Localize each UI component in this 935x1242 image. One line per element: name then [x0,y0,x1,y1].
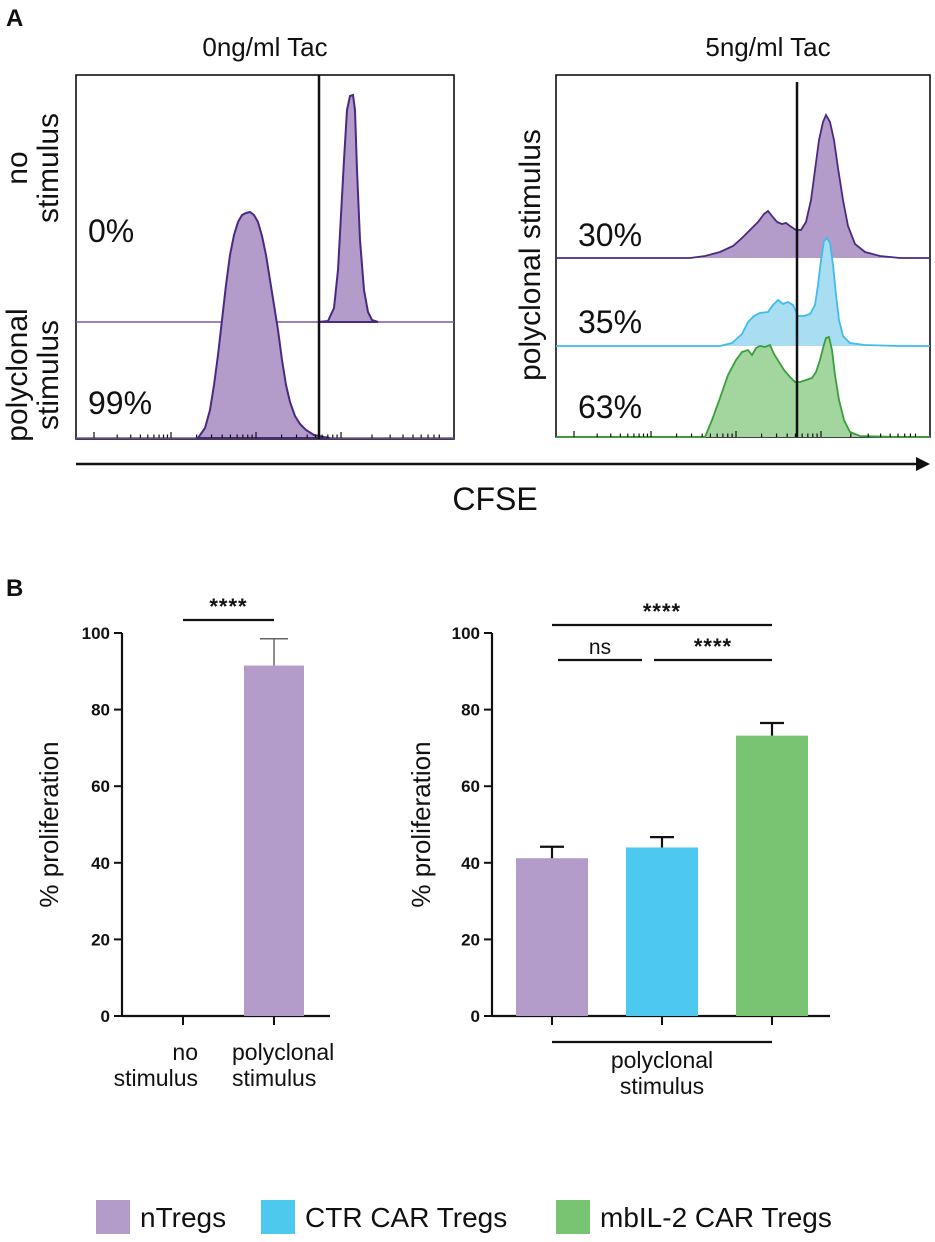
y-tick-label: 100 [452,624,480,643]
percent-left-0: 0% [88,213,134,249]
category-label: polyclonal [232,1039,334,1065]
y-axis-label: % proliferation [34,741,64,907]
percent-right-2: 63% [578,389,642,425]
bar-chart-right: 0 20 40 60 80 100 % proliferation polyclonalsti… [406,599,830,1099]
category-label: stimulus [232,1065,316,1091]
y-tick-label: 20 [91,930,110,949]
histogram-ctr-5tac [556,236,930,347]
cfse-arrow-head [916,457,930,471]
y-tick-label: 80 [461,701,480,720]
percent-right-0: 30% [578,217,642,253]
y-tick-label: 40 [91,854,110,873]
y-tick-label: 60 [461,777,480,796]
legend-swatch [96,1200,130,1234]
legend-swatch [556,1200,590,1234]
y-tick-label: 0 [471,1007,480,1026]
right-flow-title: 5ng/ml Tac [705,32,830,62]
legend-label: nTregs [140,1202,226,1233]
left-flow-axis-ticks [93,432,440,438]
left-flow-plot: 0% 99% [75,74,455,440]
left-flow-title: 0ng/ml Tac [202,32,327,62]
bar [244,665,304,1016]
category-label: stimulus [114,1065,198,1091]
legend-label: mbIL-2 CAR Tregs [600,1202,832,1233]
row-label-right-polyclonal: polyclonal stimulus [514,129,547,381]
legend-swatch [261,1200,295,1234]
histogram-ntregs-5tac [556,112,930,259]
percent-right-1: 35% [578,304,642,340]
significance-label: ns [589,636,611,659]
panel-a-label: A [6,5,23,32]
row-label-no-line2: stimulus [32,113,65,223]
row-label-no-line1: no [1,151,34,184]
bar [626,847,698,1016]
percent-left-1: 99% [88,385,152,421]
y-axis-label: % proliferation [406,741,436,907]
category-label: no [172,1039,198,1065]
y-tick-label: 40 [461,854,480,873]
right-flow-axis-ticks [573,431,917,437]
cfse-axis-label: CFSE [452,481,537,517]
y-tick-label: 0 [101,1007,110,1026]
significance-label: **** [209,594,247,619]
y-tick-label: 100 [82,624,110,643]
significance-label: **** [694,634,732,659]
y-tick-label: 80 [91,701,110,720]
bar [736,735,808,1016]
y-tick-label: 20 [461,930,480,949]
significance-label: **** [643,599,681,624]
legend: nTregs CTR CAR Tregs mbIL-2 CAR Tregs [96,1200,832,1234]
y-tick-label: 60 [91,777,110,796]
bar [516,858,588,1016]
histogram-polyclonal-0tac [196,210,331,439]
row-label-polyclonal-line2: stimulus [32,320,65,430]
right-flow-plot: 30% 35% 63% [555,74,931,438]
row-label-polyclonal-line1: polyclonal [1,308,34,441]
legend-label: CTR CAR Tregs [305,1202,507,1233]
histogram-mbil2-5tac [556,335,930,438]
group-label: stimulus [620,1073,704,1099]
panel-b-label: B [6,575,23,602]
group-label: polyclonal [611,1047,713,1073]
histogram-no-stimulus-0tac [317,93,379,323]
